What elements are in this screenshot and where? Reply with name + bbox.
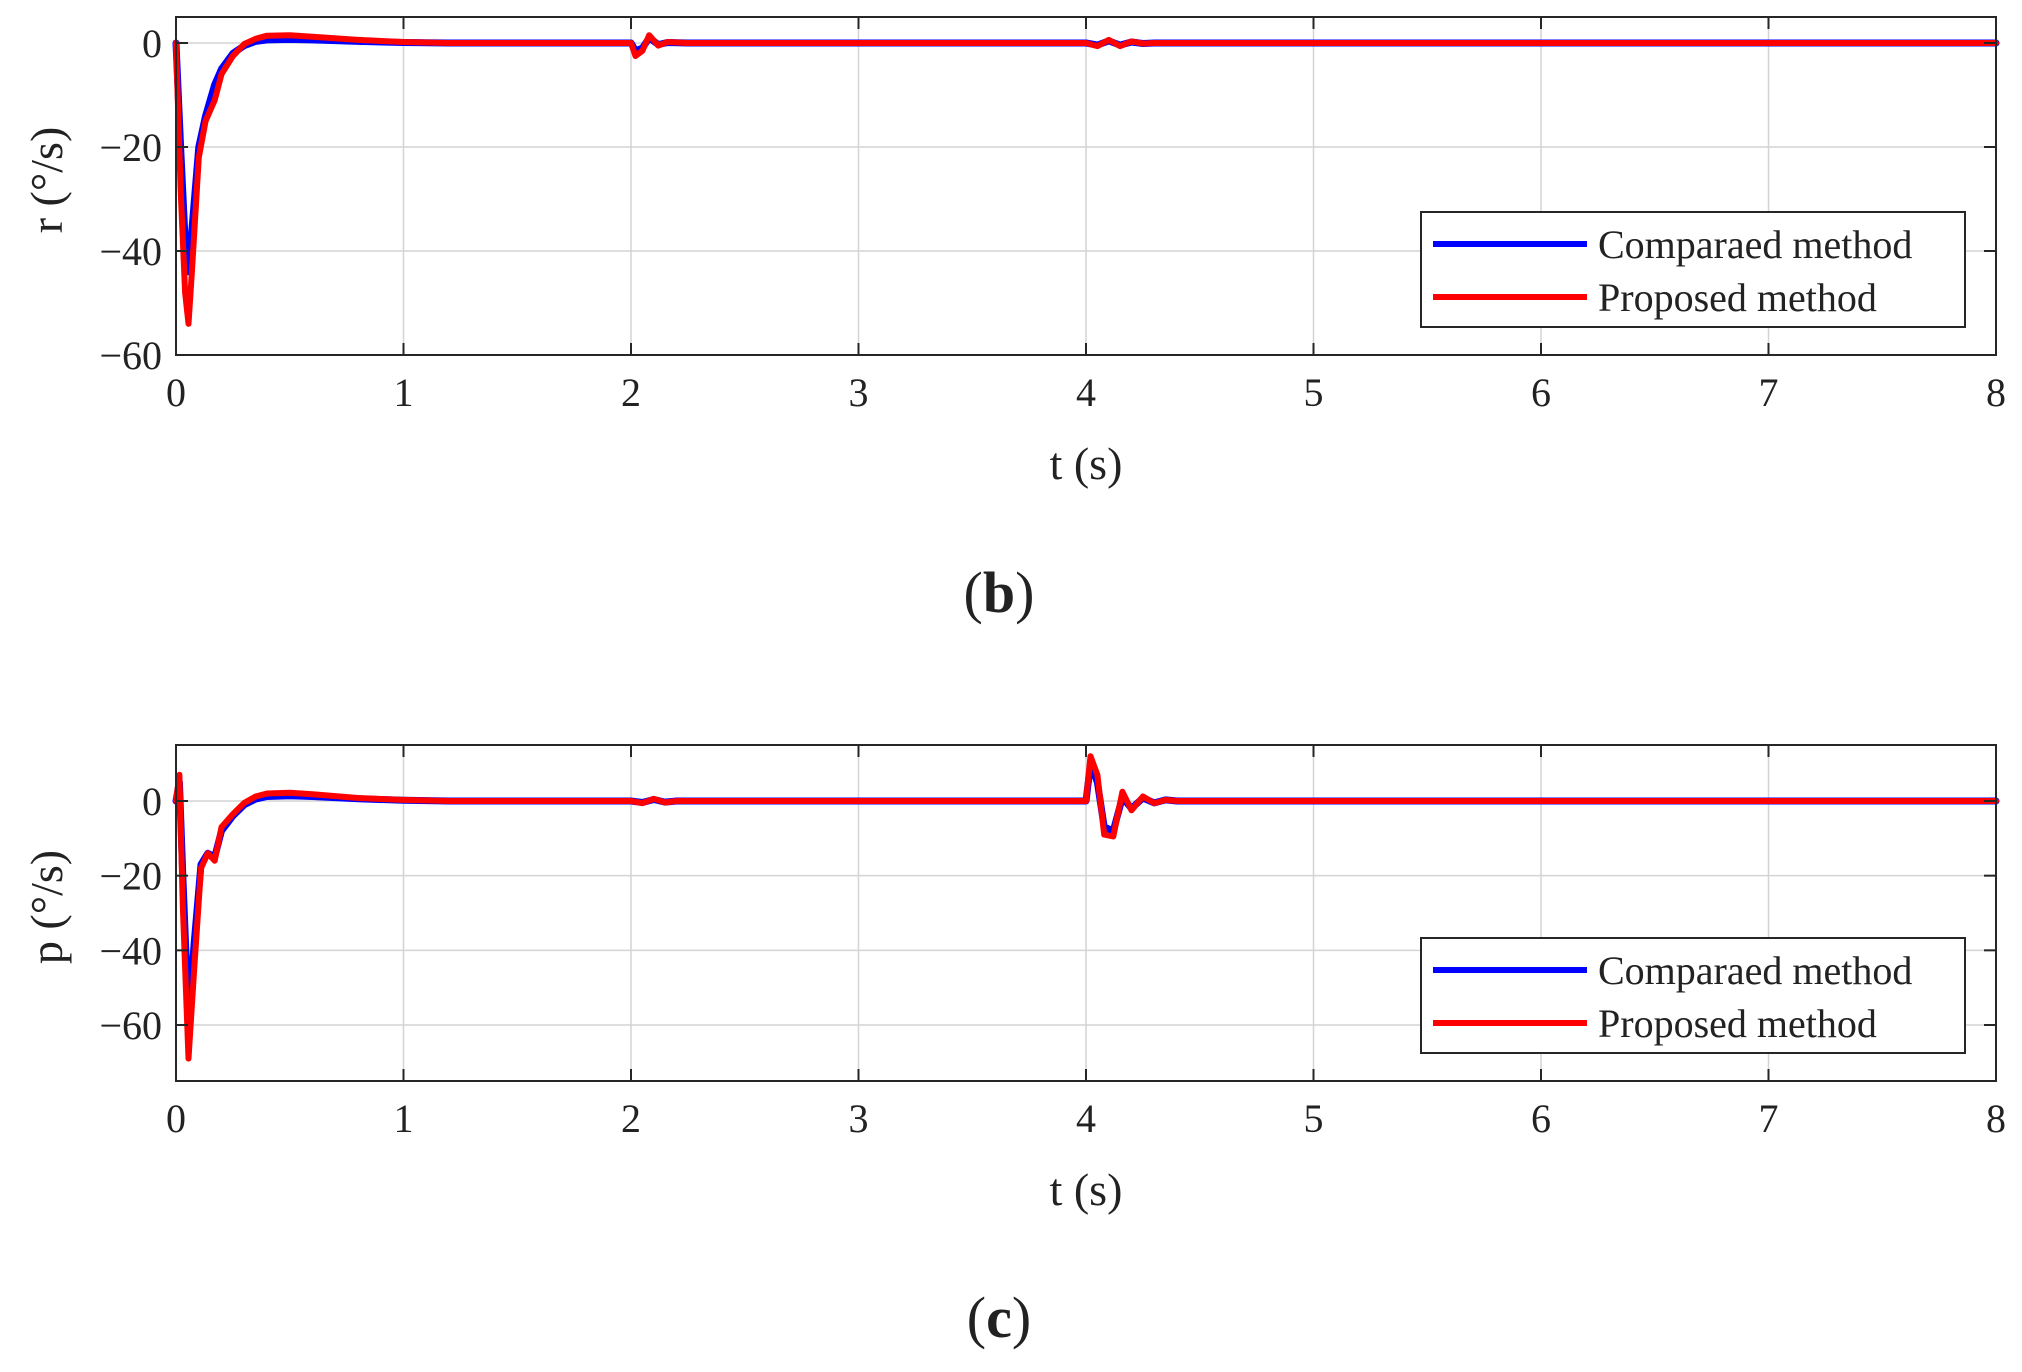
legend-box <box>1420 937 1966 1054</box>
y-axis-label: r (°/s) <box>21 127 72 234</box>
y-tick-label: −60 <box>99 333 162 378</box>
panel-label-open: ( <box>964 560 983 625</box>
chart-panel-c: 0 1 2 3 4 5 6 7 8 0 −20 −40 −60 t (s) p (°/s) Compar… <box>21 744 2006 1350</box>
x-tick-label: 7 <box>1759 1096 1779 1141</box>
panel-label-letter: c <box>986 1285 1012 1350</box>
x-tick-label: 0 <box>166 370 186 415</box>
y-tick-label: 0 <box>142 779 162 824</box>
y-tick-label: −40 <box>99 928 162 973</box>
legend-label-proposed: Proposed method <box>1598 1001 1877 1046</box>
series-lines <box>172 753 2000 1062</box>
chart-panel-b: 0 1 2 3 4 5 6 7 8 0 −20 −40 −60 t (s) r (°/s) Compar… <box>21 16 2006 625</box>
legend-box <box>1420 211 1966 328</box>
x-tick-label: 8 <box>1986 1096 2006 1141</box>
x-tick-label: 1 <box>394 370 414 415</box>
legend-label-compared: Comparaed method <box>1598 222 1912 267</box>
axes <box>175 16 1997 356</box>
y-axis-label: p (°/s) <box>21 850 72 964</box>
x-tick-label: 4 <box>1076 370 1096 415</box>
x-tick-label: 6 <box>1531 1096 1551 1141</box>
tick-labels: 0 1 2 3 4 5 6 7 8 0 −20 −40 −60 <box>99 21 2006 415</box>
legend: Comparaed method Proposed method <box>1420 211 1966 328</box>
y-tick-label: −20 <box>99 125 162 170</box>
tick-labels: 0 1 2 3 4 5 6 7 8 0 −20 −40 −60 <box>99 779 2006 1141</box>
panel-label-open: ( <box>967 1285 986 1350</box>
x-tick-label: 3 <box>849 370 869 415</box>
y-tick-label: −60 <box>99 1003 162 1048</box>
panel-label-letter: b <box>983 560 1015 625</box>
legend-label-proposed: Proposed method <box>1598 275 1877 320</box>
series-line-proposed <box>173 753 1999 1062</box>
legend-label-compared: Comparaed method <box>1598 948 1912 993</box>
x-tick-label: 2 <box>621 370 641 415</box>
x-tick-label: 4 <box>1076 1096 1096 1141</box>
panel-label-c: (c) <box>967 1285 1031 1350</box>
series-line-proposed <box>173 32 1999 327</box>
x-tick-label: 5 <box>1304 1096 1324 1141</box>
x-axis-label: t (s) <box>1050 438 1123 489</box>
panel-label-close: ) <box>1012 1285 1031 1350</box>
y-tick-label: −20 <box>99 854 162 899</box>
x-tick-label: 6 <box>1531 370 1551 415</box>
axes <box>175 744 1997 1082</box>
panel-label-b: (b) <box>964 560 1035 625</box>
x-tick-label: 0 <box>166 1096 186 1141</box>
series-lines <box>172 32 2000 327</box>
x-tick-label: 8 <box>1986 370 2006 415</box>
x-tick-label: 7 <box>1759 370 1779 415</box>
y-tick-label: 0 <box>142 21 162 66</box>
x-tick-label: 2 <box>621 1096 641 1141</box>
x-tick-label: 5 <box>1304 370 1324 415</box>
x-axis-label: t (s) <box>1050 1164 1123 1215</box>
x-tick-label: 3 <box>849 1096 869 1141</box>
legend: Comparaed method Proposed method <box>1420 937 1966 1054</box>
panel-label-close: ) <box>1015 560 1034 625</box>
y-tick-label: −40 <box>99 229 162 274</box>
x-tick-label: 1 <box>394 1096 414 1141</box>
